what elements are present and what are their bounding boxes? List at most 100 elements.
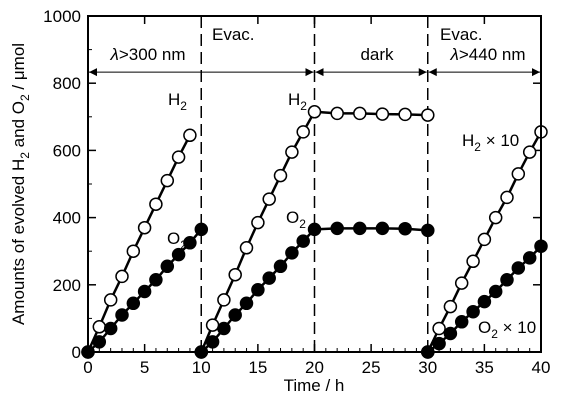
o2-point <box>160 259 175 274</box>
h2-point <box>205 318 220 332</box>
h2-point <box>443 299 458 314</box>
dark-label: dark <box>360 45 394 64</box>
o2-point <box>454 315 469 329</box>
h2-point <box>239 241 254 255</box>
o2-point <box>285 246 299 260</box>
h2-point <box>217 293 231 307</box>
o2-point <box>126 296 141 311</box>
h2-point <box>92 320 107 334</box>
h2-point <box>126 244 141 258</box>
arrow-head <box>89 68 97 77</box>
o2-point <box>353 221 367 236</box>
y-tick-label: 800 <box>53 74 81 93</box>
y-tick-label: 0 <box>72 343 81 362</box>
o2-point <box>522 251 537 265</box>
o2-line <box>200 227 428 353</box>
o2-point <box>296 234 310 248</box>
h2-point <box>115 269 129 284</box>
h2-point <box>228 267 242 282</box>
divider-lines <box>200 16 429 352</box>
x-tick-label: 5 <box>140 358 149 377</box>
o2-label-2: O2 <box>286 208 306 231</box>
o2-point <box>171 247 186 262</box>
h2-point <box>466 254 480 269</box>
h2-line <box>200 110 428 353</box>
o2-point <box>205 335 220 349</box>
o2-point <box>273 259 288 274</box>
y-tick-label: 200 <box>53 276 81 295</box>
h2-line <box>86 134 192 353</box>
o2-point <box>307 222 322 237</box>
o2-point <box>115 308 129 322</box>
h2-point <box>183 128 197 143</box>
h2-point <box>171 150 186 164</box>
y-tick-label: 400 <box>53 209 81 228</box>
h2-point <box>477 232 492 247</box>
o2-point <box>443 326 458 341</box>
h2-point <box>262 192 276 206</box>
x-tick-label: 30 <box>418 358 437 377</box>
h2-label-1: H2 <box>168 90 187 113</box>
x-tick-label: 0 <box>83 358 92 377</box>
y-tick-labels: 0 200 400 600 800 1000 <box>43 7 81 362</box>
h2-point <box>454 276 469 290</box>
h2-point <box>307 105 322 119</box>
o2-point <box>92 335 107 349</box>
arrow-head <box>428 68 437 77</box>
o2-point <box>103 321 118 336</box>
arrow-head <box>532 68 540 77</box>
h2-point <box>285 145 299 159</box>
arrow-head <box>305 68 314 77</box>
x-tick-label: 40 <box>532 358 551 377</box>
uv-irradiation-label: λ>300 nm <box>109 45 185 64</box>
h2-point <box>375 107 390 121</box>
h2-x10-label: H2 × 10 <box>462 131 519 154</box>
o2-point <box>183 236 197 250</box>
h2-point <box>421 108 435 122</box>
h2-point <box>251 215 265 230</box>
h2-point <box>103 293 118 307</box>
o2-point <box>477 294 492 309</box>
o2-x10-label: O2 × 10 <box>478 318 536 341</box>
o2-point <box>228 308 242 322</box>
arrow-head <box>315 68 324 77</box>
arrow-head <box>418 68 427 77</box>
o2-point <box>466 304 480 319</box>
h2-point <box>149 197 163 211</box>
period-arrows <box>89 68 540 77</box>
x-tick-label: 10 <box>192 358 211 377</box>
y-axis-label: Amounts of evolved H2 and O2 / μmol <box>9 43 32 325</box>
h2-point <box>160 173 175 188</box>
h2-label-2: H2 <box>288 90 307 113</box>
series-points <box>81 105 548 359</box>
x-tick-label: 35 <box>475 358 494 377</box>
o2-point <box>432 336 446 351</box>
h2-point <box>353 106 367 121</box>
h2-point <box>511 167 526 181</box>
o2-label-1: O2 <box>167 229 187 252</box>
y-tick-label: 600 <box>53 141 81 160</box>
h2-point <box>522 145 537 159</box>
h2-point <box>488 210 503 225</box>
o2-point <box>421 223 435 238</box>
o2-point <box>251 283 265 297</box>
evac-label-2: Evac. <box>440 25 483 44</box>
o2-point <box>149 273 163 287</box>
x-tick-label: 15 <box>248 358 267 377</box>
o2-point <box>194 222 209 237</box>
x-tick-label: 20 <box>305 358 324 377</box>
o2-point <box>217 321 231 336</box>
o2-point <box>511 261 526 275</box>
o2-point <box>375 221 390 236</box>
h2-point <box>330 106 344 121</box>
h2-point <box>273 168 288 183</box>
h2-point <box>296 125 310 139</box>
evac-label-1: Evac. <box>212 25 255 44</box>
o2-point <box>488 284 503 299</box>
o2-point <box>398 221 412 236</box>
plot-frame <box>87 15 542 353</box>
o2-point <box>262 271 276 285</box>
o2-point <box>239 296 254 311</box>
x-tick-labels: 0 5 10 15 20 25 30 35 40 <box>83 358 550 377</box>
